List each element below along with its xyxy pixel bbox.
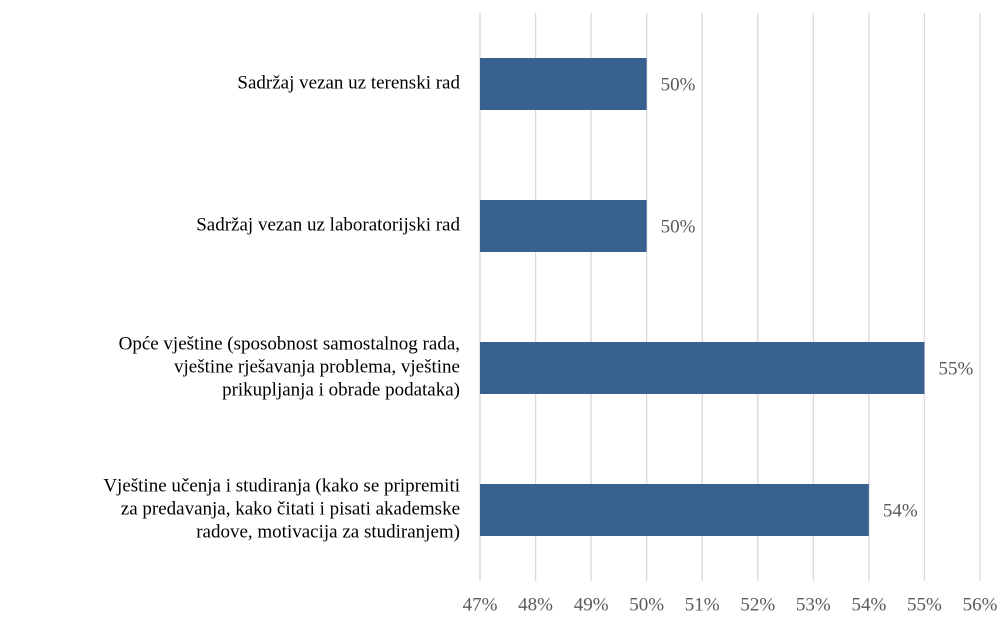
y-tick-label: Opće vještine (sposobnost samostalnog ra… [119,333,460,354]
x-tick-label: 52% [740,594,775,615]
x-tick-label: 53% [796,594,831,615]
bar [480,58,647,110]
x-tick-label: 48% [518,594,553,615]
y-tick-label: Sadržaj vezan uz terenski rad [237,72,460,93]
x-tick-label: 54% [851,594,886,615]
x-tick-label: 47% [463,594,498,615]
value-label: 50% [661,216,696,237]
x-tick-label: 55% [907,594,942,615]
y-tick-label: Vještine učenja i studiranja (kako se pr… [103,475,460,496]
y-tick-label: radove, motivacija za studiranjem) [196,521,460,542]
bar [480,342,925,394]
x-tick-label: 49% [574,594,609,615]
x-tick-label: 56% [963,594,998,615]
value-label: 55% [938,358,973,379]
bar [480,200,647,252]
y-tick-label: prikupljanja i obrade podataka) [222,379,460,400]
y-tick-label: za predavanja, kako čitati i pisati akad… [121,498,460,519]
y-tick-label: Sadržaj vezan uz laboratorijski rad [196,214,460,235]
y-tick-label: vještine rješavanja problema, vještine [174,356,460,377]
x-tick-label: 50% [629,594,664,615]
value-label: 50% [661,74,696,95]
bar [480,484,869,536]
x-tick-label: 51% [685,594,720,615]
value-label: 54% [883,500,918,521]
